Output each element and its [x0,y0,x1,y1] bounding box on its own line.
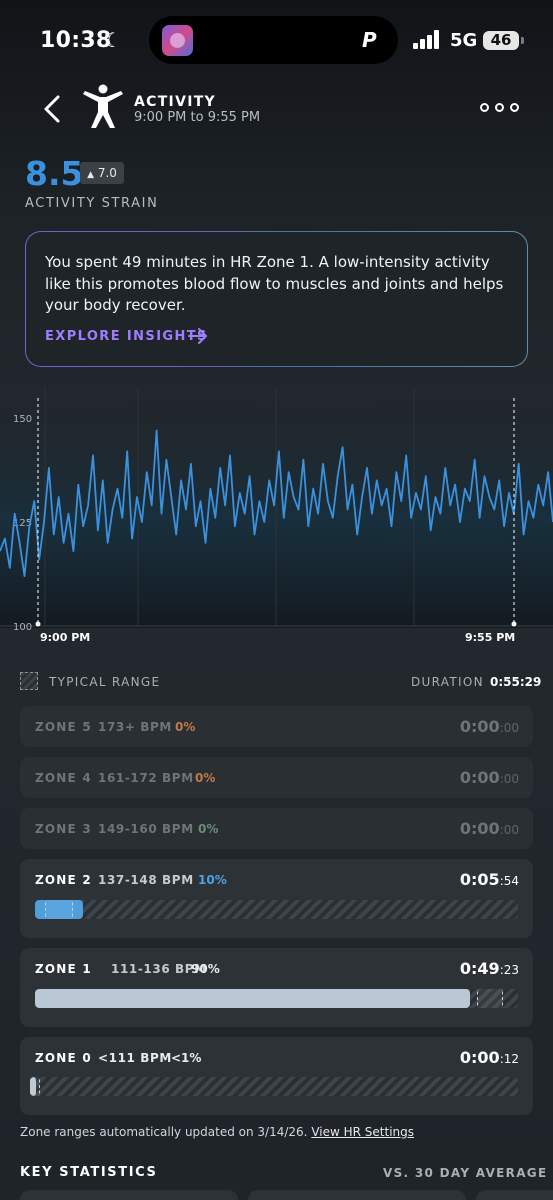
zone-row-3[interactable]: ZONE 3 149-160 BPM 0% 0:00:00 [20,808,533,849]
strain-change-badge: ▲ 7.0 [80,162,124,184]
zone-time: 0:00:12 [459,1048,519,1067]
app-icon[interactable] [162,25,193,56]
zone-percent: 0% [195,771,216,785]
stat-card[interactable] [476,1190,553,1200]
zone-percent: 0% [175,720,196,734]
y-tick-label: 100 [13,622,32,633]
activity-figure-icon [83,84,123,128]
insight-card[interactable]: You spent 49 minutes in HR Zone 1. A low… [25,231,528,367]
zone-percent: 10% [198,873,227,887]
zone-time: 0:00:00 [459,717,519,736]
heart-rate-line [0,429,553,578]
zone-row-2[interactable]: ZONE 2 137-148 BPM 10% 0:05:54 [20,859,533,938]
zone-row-4[interactable]: ZONE 4 161-172 BPM 0% 0:00:00 [20,757,533,798]
strain-value: 8.5 [25,154,84,193]
page-title: ACTIVITY [134,94,216,110]
zone-range: 111-136 BPM [111,962,207,976]
zone-range: 173+ BPM [98,720,172,734]
network-type: 5G [450,30,478,51]
zone-time: 0:49:23 [459,959,519,978]
zone-bar-track [30,1077,518,1096]
start-time-dot [35,621,41,627]
zone-row-0[interactable]: ZONE 0 <111 BPM <1% 0:00:12 [20,1037,533,1115]
duration-label: DURATION [411,675,484,689]
zone-name: ZONE 2 [35,873,92,887]
zone-range: 149-160 BPM [98,822,194,836]
back-chevron-icon[interactable] [40,94,68,124]
zone-time: 0:05:54 [459,870,519,889]
typical-range-marker [477,989,503,1008]
typical-range-swatch [20,672,38,690]
zone-bar-fill [35,989,470,1008]
zone-name: ZONE 1 [35,962,92,976]
stat-card[interactable] [20,1190,238,1200]
zone-percent: 90% [191,962,220,976]
view-hr-settings-link[interactable]: View HR Settings [311,1125,415,1139]
x-tick-end: 9:55 PM [465,631,515,644]
vs-average-label: VS. 30 DAY AVERAGE [383,1166,548,1180]
stat-card[interactable] [248,1190,466,1200]
status-time: 10:38 [40,28,112,53]
chart-gridlines [0,388,553,627]
typical-range-marker [30,1077,40,1096]
battery-icon: 46 [483,31,519,50]
zone-update-note: Zone ranges automatically updated on 3/1… [20,1125,414,1139]
x-tick-start: 9:00 PM [40,631,90,644]
zone-bar-fill [30,1077,36,1096]
zone-name: ZONE 0 [35,1051,92,1065]
duration-value: 0:55:29 [490,675,542,689]
end-time-dot [511,621,517,627]
zone-name: ZONE 3 [35,822,92,836]
insight-text: You spent 49 minutes in HR Zone 1. A low… [45,253,504,314]
explore-insights-link[interactable]: EXPLORE INSIGHTS [45,329,208,344]
zone-time: 0:00:00 [459,819,519,838]
zone-range: <111 BPM [98,1051,172,1065]
arrow-right-icon[interactable] [188,327,208,345]
zone-range: 161-172 BPM [98,771,194,785]
zone-bar-track [35,900,518,919]
zone-name: ZONE 5 [35,720,92,734]
zone-time: 0:00:00 [459,768,519,787]
zone-row-5[interactable]: ZONE 5 173+ BPM 0% 0:00:00 [20,706,533,747]
y-tick-label: 150 [13,414,32,425]
moon-icon: ☾ [104,28,122,52]
strain-label: ACTIVITY STRAIN [25,196,159,211]
triangle-up-icon: ▲ [87,170,94,180]
zone-row-1[interactable]: ZONE 1 111-136 BPM 90% 0:49:23 [20,948,533,1027]
zone-note-text: Zone ranges automatically updated on 3/1… [20,1125,308,1139]
more-options-icon[interactable] [480,100,520,114]
strain-badge-value: 7.0 [97,166,117,180]
key-statistics-title: KEY STATISTICS [20,1165,158,1180]
typical-range-marker [45,900,73,919]
zone-percent: <1% [171,1051,202,1065]
zone-percent: 0% [198,822,219,836]
signal-icon [413,30,440,49]
battery-tip [521,37,524,44]
heart-rate-chart[interactable]: 150 125 100 9:00 PM 9:55 PM [0,388,553,648]
activity-time-range: 9:00 PM to 9:55 PM [134,110,261,125]
island-activity-glyph: P [362,28,377,52]
zone-range: 137-148 BPM [98,873,194,887]
zone-bar-fill [35,900,84,919]
y-tick-label: 125 [13,518,32,529]
typical-range-label: TYPICAL RANGE [49,675,161,689]
zone-name: ZONE 4 [35,771,92,785]
zone-bar-track [35,989,518,1008]
